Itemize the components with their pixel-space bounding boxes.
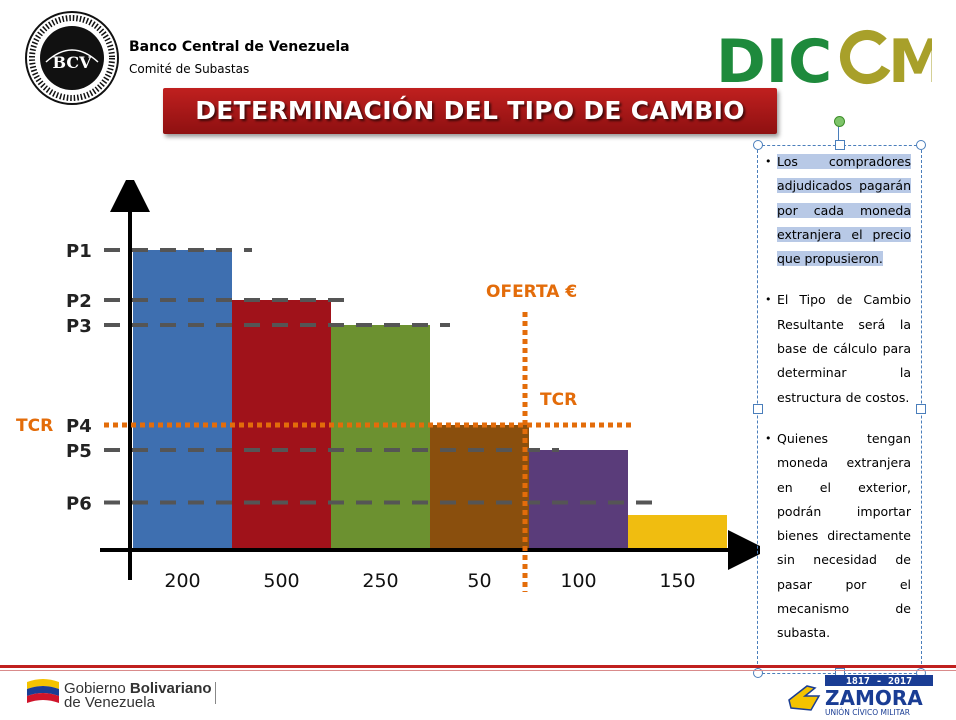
axes [100,180,760,580]
gov-line2: de Venezuela [64,694,155,711]
bullet-item: El Tipo de Cambio Resultante será la bas… [765,288,911,409]
x-tick-labels: 200 500 250 50 100 150 [164,570,695,592]
tcr-axis-label: TCR [16,416,53,436]
bank-subtitle: Comité de Subastas [129,62,250,76]
bar-200 [133,250,232,550]
offer-label: OFERTA € [486,282,577,302]
price-label: P6 [66,494,92,515]
x-tick-label: 500 [263,570,299,592]
resize-handle-top[interactable] [835,140,845,150]
x-tick-label: 250 [362,570,398,592]
resize-handle-right[interactable] [916,404,926,414]
footer-divider [0,665,956,668]
bcv-logo-text: BCV [53,53,93,72]
zamora-subtitle: UNIÓN CÍVICO MILITAR [825,708,910,716]
resize-handle-top-left[interactable] [753,140,763,150]
bullet-text-selected: Los compradores adjudicados pagarán por … [777,154,911,267]
resize-handle-bottom-left[interactable] [753,668,763,678]
x-tick-label: 150 [659,570,695,592]
bar-150 [628,515,727,550]
tcr-line-label: TCR [540,390,577,410]
exchange-rate-chart: P1 P2 P3 P4 P5 P6 TCR TCR OFERTA € 200 500 250 50 1… [16,180,760,592]
x-tick-label: 200 [164,570,200,592]
price-label: P5 [66,441,92,462]
overlay: TCR TCR OFERTA € [16,282,635,592]
price-label: P1 [66,241,92,262]
bullet-item: Los compradores adjudicados pagarán por … [765,150,911,271]
price-label: P4 [66,416,92,437]
dicom-logo: DIC M [716,28,932,86]
rotate-handle[interactable] [834,116,845,127]
page-title: DETERMINACIÓN DEL TIPO DE CAMBIO [195,96,745,125]
rotate-connector [838,126,839,144]
zamora-years: 1817 - 2017 [846,676,912,687]
resize-handle-top-right[interactable] [916,140,926,150]
bullet-text: Quienes tengan moneda extranjera en el e… [777,430,911,641]
bullet-item: Quienes tengan moneda extranjera en el e… [765,427,911,646]
bullet-text: El Tipo de Cambio Resultante será la bas… [777,292,911,405]
bar-500 [232,300,331,550]
bullet-list: Los compradores adjudicados pagarán por … [765,150,911,663]
title-banner [163,88,777,134]
x-tick-label: 100 [560,570,596,592]
price-label: P2 [66,291,92,312]
price-level-lines: P1 P2 P3 P4 P5 P6 [66,241,653,515]
dicom-logo-left: DIC [716,28,832,86]
bars [133,250,727,550]
bcv-logo: BCV [25,11,119,105]
bank-name: Banco Central de Venezuela [129,39,350,55]
zamora-name: ZAMORA [825,686,923,710]
bar-250 [331,325,430,550]
bar-50 [430,425,529,550]
gov-line1: Gobierno Bolivariano [64,680,212,697]
footer-divider-thin [0,670,956,671]
bar-100 [529,450,628,550]
dicom-logo-right: M [888,28,932,86]
price-label: P3 [66,316,92,337]
zamora-logo: 1817 - 2017 ZAMORA UNIÓN CÍVICO MILITAR [788,675,933,716]
footer-separator [215,682,216,704]
venezuela-flag-icon [27,679,59,703]
resize-handle-left[interactable] [753,404,763,414]
x-tick-label: 50 [467,570,491,592]
